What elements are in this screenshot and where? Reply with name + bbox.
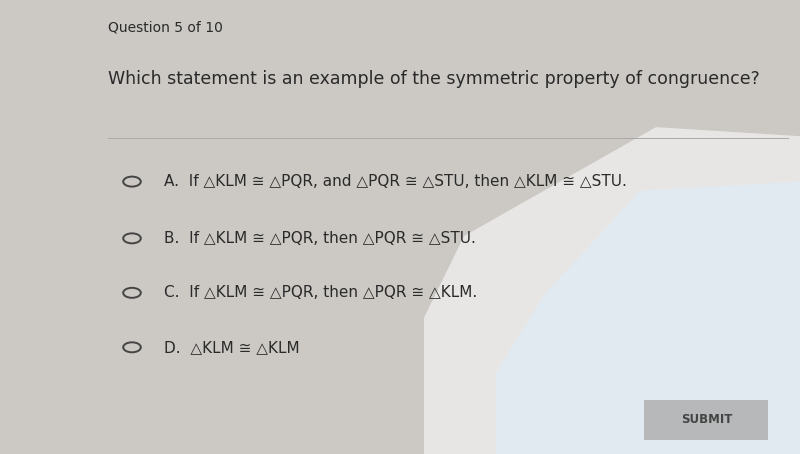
- Text: A.  If △KLM ≅ △PQR, and △PQR ≅ △STU, then △KLM ≅ △STU.: A. If △KLM ≅ △PQR, and △PQR ≅ △STU, then…: [164, 174, 627, 189]
- Polygon shape: [424, 127, 800, 454]
- Text: B.  If △KLM ≅ △PQR, then △PQR ≅ △STU.: B. If △KLM ≅ △PQR, then △PQR ≅ △STU.: [164, 231, 476, 246]
- Text: D.  △KLM ≅ △KLM: D. △KLM ≅ △KLM: [164, 340, 300, 355]
- FancyBboxPatch shape: [644, 400, 768, 440]
- Text: Question 5 of 10: Question 5 of 10: [108, 20, 223, 35]
- Text: SUBMIT: SUBMIT: [681, 414, 732, 426]
- Polygon shape: [496, 182, 800, 454]
- Text: Which statement is an example of the symmetric property of congruence?: Which statement is an example of the sym…: [108, 70, 760, 89]
- Text: C.  If △KLM ≅ △PQR, then △PQR ≅ △KLM.: C. If △KLM ≅ △PQR, then △PQR ≅ △KLM.: [164, 285, 478, 301]
